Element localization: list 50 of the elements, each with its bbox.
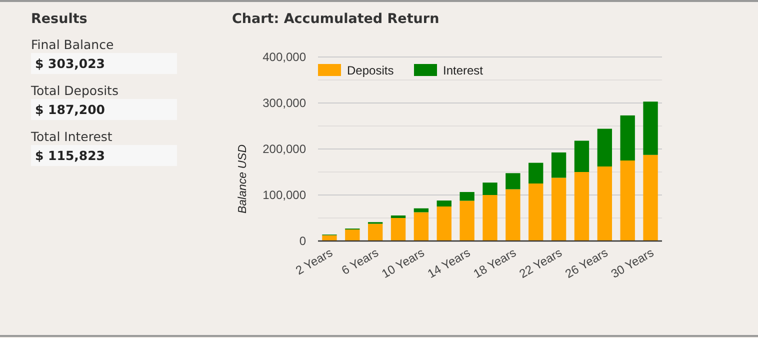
y-tick-label: 200,000 — [262, 142, 306, 156]
bar — [368, 224, 383, 241]
x-tick-label: 10 Years — [379, 245, 427, 281]
bar — [390, 218, 406, 241]
bar — [643, 102, 658, 155]
bar — [597, 166, 612, 241]
text: Final Balance — [31, 37, 114, 52]
y-tick-label: 0 — [299, 234, 306, 248]
legend-label: Interest — [443, 64, 484, 78]
text: $ 187,200 — [35, 102, 106, 117]
x-tick-label: 2 Years — [293, 245, 335, 278]
bar — [436, 200, 452, 206]
bar — [414, 208, 429, 212]
bar — [482, 195, 498, 241]
bar — [574, 140, 590, 172]
x-tick-label: 26 Years — [562, 245, 610, 281]
bar — [551, 178, 566, 241]
x-tick-label: 18 Years — [470, 245, 518, 281]
bar — [414, 212, 429, 241]
bar — [620, 160, 635, 241]
bar — [597, 128, 612, 166]
text: Total Interest — [30, 129, 112, 144]
x-tick-label: 6 Years — [339, 245, 381, 278]
chart-title: Chart: Accumulated Return — [232, 11, 440, 27]
bar — [643, 154, 658, 241]
bar — [620, 115, 635, 160]
bar — [528, 184, 544, 241]
legend-label: Deposits — [347, 64, 394, 78]
bar — [345, 230, 360, 241]
x-tick-label: 14 Years — [425, 245, 473, 281]
y-tick-label: 300,000 — [262, 96, 306, 110]
text: $ 115,823 — [35, 148, 105, 163]
bar — [460, 200, 474, 241]
bar — [436, 206, 452, 241]
bar — [528, 162, 544, 184]
bar — [574, 172, 590, 241]
bar — [390, 215, 406, 218]
y-tick-label: 400,000 — [262, 50, 306, 64]
bar — [506, 173, 520, 190]
x-tick-label: 22 Years — [516, 245, 564, 281]
text: Results — [31, 11, 88, 27]
text: $ 303,023 — [35, 56, 105, 71]
bar — [460, 192, 474, 201]
bar — [482, 182, 498, 195]
bar — [551, 152, 566, 178]
x-tick-label: 30 Years — [608, 245, 656, 281]
y-tick-label: 100,000 — [262, 188, 306, 202]
y-axis-title: Balance USD — [237, 144, 249, 214]
bar — [506, 189, 520, 241]
text: Total Deposits — [30, 83, 118, 98]
